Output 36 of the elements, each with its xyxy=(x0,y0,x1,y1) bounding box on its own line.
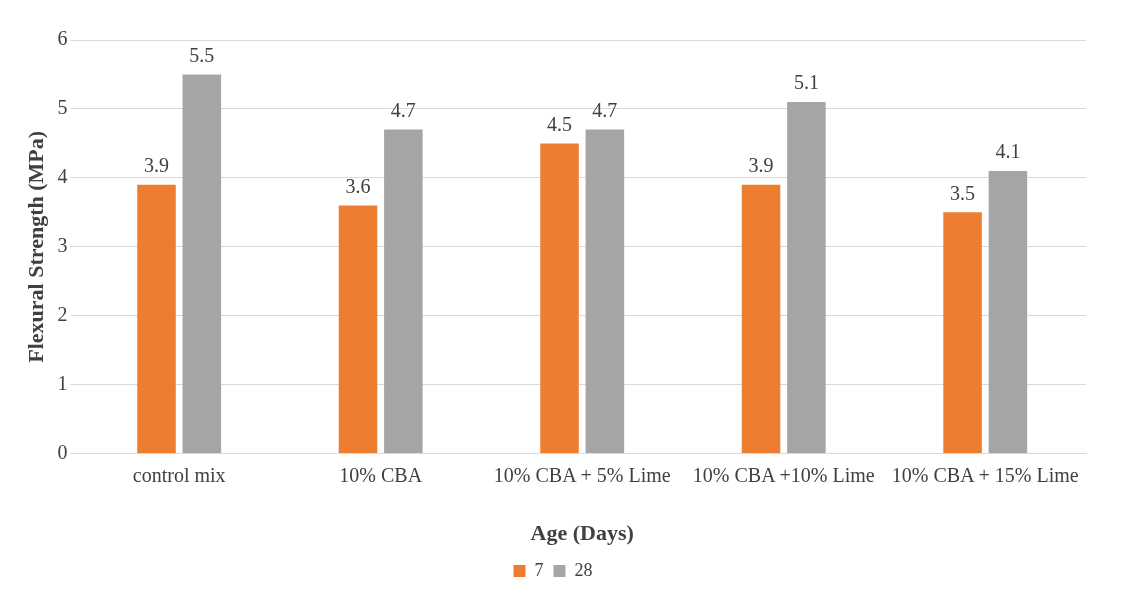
bar xyxy=(384,129,423,454)
bar xyxy=(338,205,378,454)
y-tick-label: 4 xyxy=(57,165,68,188)
data-label: 3.9 xyxy=(748,154,774,177)
data-label: 4.1 xyxy=(995,140,1021,163)
x-tick-label: 10% CBA +10% Lime xyxy=(692,463,875,486)
data-label: 3.9 xyxy=(143,154,169,177)
y-tick-label: 3 xyxy=(57,234,68,257)
data-label: 4.7 xyxy=(390,98,416,121)
x-tick-label: 10% CBA + 5% Lime xyxy=(493,463,671,486)
bar xyxy=(741,184,781,454)
y-tick-label: 6 xyxy=(57,27,68,50)
data-label: 5.5 xyxy=(189,43,215,66)
legend-label: 7 xyxy=(534,559,544,580)
y-axis-title: Flexural Strength (MPa) xyxy=(22,130,48,363)
bar xyxy=(182,74,222,454)
y-tick-label: 0 xyxy=(57,440,68,463)
x-axis-title: Age (Days) xyxy=(530,520,634,546)
legend-label: 28 xyxy=(574,559,593,580)
data-label: 3.5 xyxy=(950,181,976,204)
data-label: 4.7 xyxy=(592,98,618,121)
bar xyxy=(585,129,625,454)
x-tick-label: control mix xyxy=(132,463,226,486)
bar xyxy=(540,143,579,454)
y-tick-label: 5 xyxy=(57,96,68,119)
data-label: 4.5 xyxy=(547,112,573,135)
x-tick-label: 10% CBA xyxy=(339,463,423,486)
data-label: 3.6 xyxy=(345,174,371,197)
y-tick-label: 2 xyxy=(57,302,68,325)
bar xyxy=(137,184,176,454)
bar xyxy=(787,102,826,454)
bar xyxy=(943,212,982,454)
x-tick-label: 10% CBA + 15% Lime xyxy=(891,463,1079,486)
data-label: 5.1 xyxy=(793,71,819,94)
y-tick-label: 1 xyxy=(57,371,68,394)
bar xyxy=(988,170,1028,454)
